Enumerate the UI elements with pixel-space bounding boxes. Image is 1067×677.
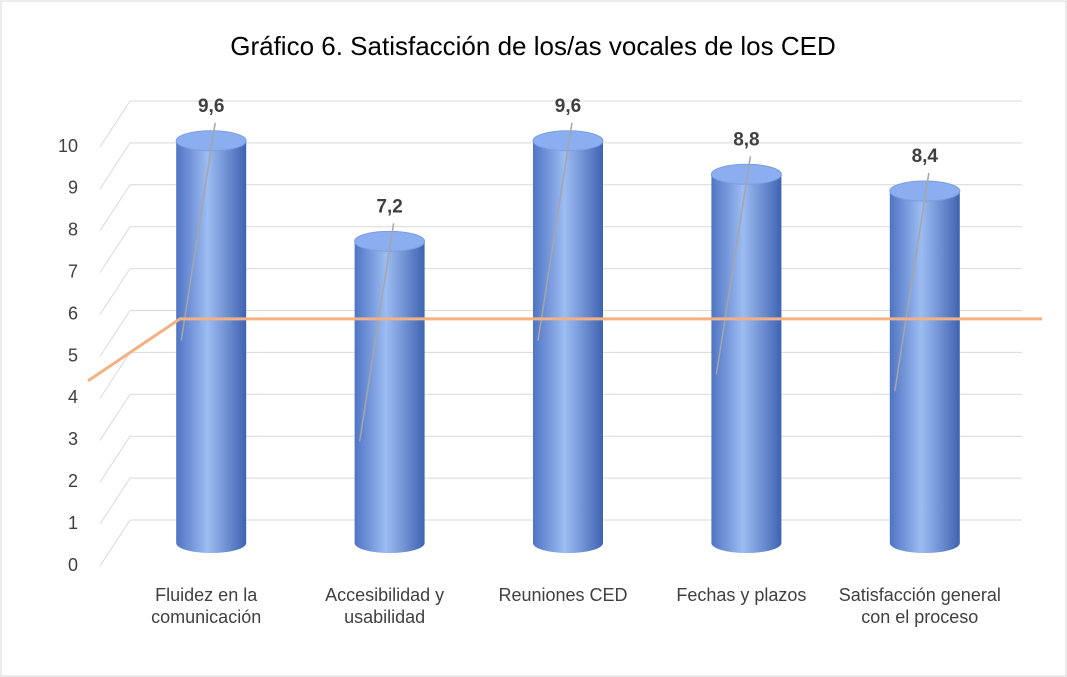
x-tick-label: Accesibilidad y usabilidad [325,585,445,627]
bar-body [711,174,782,553]
y-tick-label: 2 [68,471,78,491]
y-tick-label: 10 [58,136,78,156]
bar-body [889,191,960,554]
chart-title: Gráfico 6. Satisfacción de los/as vocale… [230,31,836,61]
data-label: 7,2 [376,196,402,217]
grid-line-depth [99,435,131,483]
leader-line [180,122,216,341]
grid-line-depth [99,142,131,190]
y-tick-label: 1 [68,513,78,533]
y-tick-label: 0 [68,555,78,575]
leader-line [894,172,930,392]
data-label: 8,8 [733,129,759,150]
grid-line-depth [99,519,131,567]
bar-body [176,140,247,553]
x-tick-label: Reuniones CED [498,585,628,605]
leader-line [715,156,752,375]
bar-body [533,140,603,553]
grid-line-depth [99,100,131,148]
y-tick-label: 5 [68,345,78,365]
bar-body [354,241,425,553]
grid-line-depth [99,477,131,525]
grid-line-depth [99,352,131,399]
leader-line [358,223,395,442]
bar [710,163,782,553]
data-label: 9,6 [555,96,581,117]
y-tick-label: 8 [68,220,78,240]
bar [532,130,604,553]
y-tick-label: 6 [68,303,78,323]
grid-line-depth [99,268,131,315]
grid-line-depth [99,226,131,273]
y-tick-label: 4 [68,387,78,407]
reference-line [87,317,1042,383]
grid-line-depth [99,394,131,441]
x-tick-label: Fluidez en la comunicación [151,585,262,627]
data-label: 8,4 [912,146,939,167]
bar [354,230,426,553]
grid-line-depth [99,310,131,357]
x-tick-label: Fechas y plazos [676,585,807,605]
y-tick-label: 3 [68,429,78,449]
leader-line [537,122,573,341]
bar [889,180,961,554]
data-label: 9,6 [198,96,224,117]
x-tick-label: Satisfacción general con el proceso [838,585,1001,627]
y-tick-label: 7 [68,261,78,281]
y-tick-label: 9 [68,178,78,198]
grid-line-depth [99,184,131,232]
bar [175,130,247,553]
